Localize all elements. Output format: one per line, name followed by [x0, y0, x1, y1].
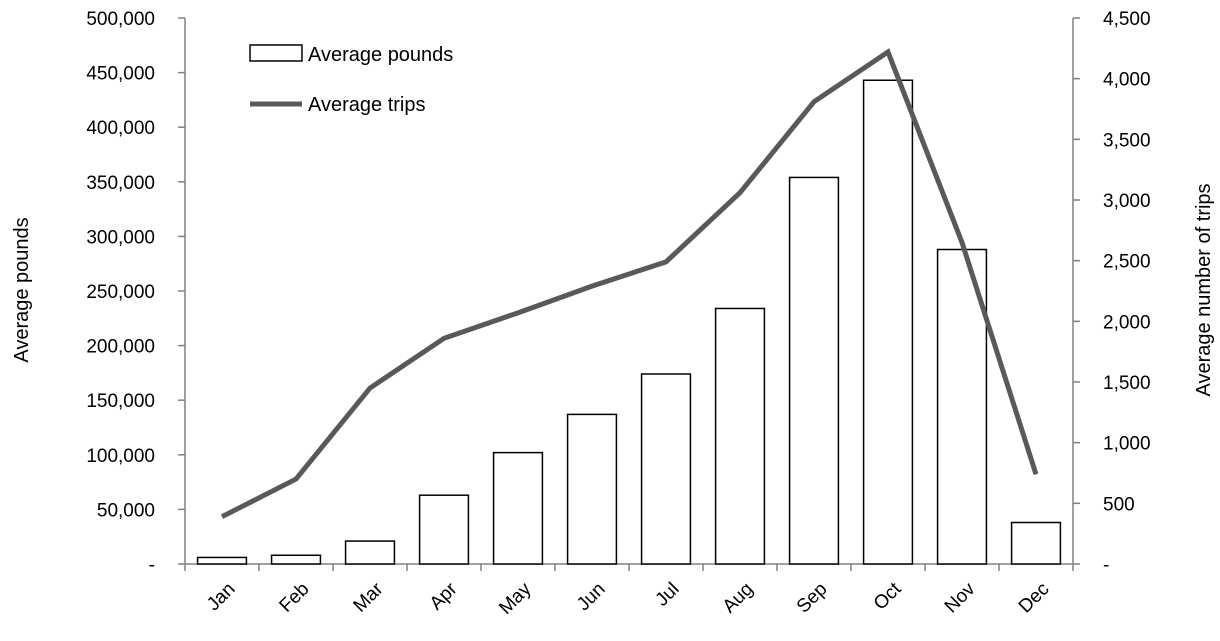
y-tick-label: 300,000	[86, 227, 155, 248]
y2-tick-label: 4,500	[1103, 9, 1151, 30]
legend-label-pounds: Average pounds	[308, 44, 453, 66]
y2-axis-title: Average number of trips	[1193, 183, 1215, 396]
y2-tick-label: 1,000	[1103, 434, 1151, 455]
y2-tick-label: 3,000	[1103, 191, 1151, 212]
y-tick-label: 250,000	[86, 282, 155, 303]
bar-jul	[640, 373, 692, 565]
axes: - 50,000 100,000 150,000 200,000 250,000 300,0…	[86, 9, 1150, 619]
legend: Average pounds Average trips	[249, 44, 453, 116]
x-tick-label: Mar	[350, 578, 388, 616]
bar-dec	[1010, 521, 1062, 565]
x-tick-label: Apr	[426, 578, 462, 614]
y-axis-title: Average pounds	[11, 217, 33, 362]
x-tick-label: Dec	[1015, 579, 1054, 618]
x-tick-label: Sep	[793, 579, 832, 618]
x-tick-label: Feb	[276, 579, 314, 617]
y-tick-label: 400,000	[86, 118, 155, 139]
y2-tick-label: 500	[1103, 494, 1135, 515]
y-tick-label: 50,000	[97, 500, 155, 521]
bar-jun	[566, 413, 618, 565]
x-tick-label: Jun	[573, 579, 610, 616]
x-tick-label: Jan	[203, 579, 240, 616]
y2-tick-label: 4,000	[1103, 70, 1151, 91]
y-tick-label: 200,000	[86, 337, 155, 358]
y-tick-label: 500,000	[86, 9, 155, 30]
y-tick-label: 350,000	[86, 173, 155, 194]
bar-series	[196, 79, 1062, 565]
bar-mar	[344, 540, 396, 565]
x-tick-label: Nov	[941, 578, 980, 617]
y-tick-label: 150,000	[86, 391, 155, 412]
bar-oct	[862, 79, 914, 565]
y-tick-label: 450,000	[86, 64, 155, 85]
y2-tick-label: -	[1103, 555, 1109, 576]
legend-label-trips: Average trips	[308, 94, 425, 116]
bar-jan	[196, 556, 248, 565]
bar-may	[492, 451, 544, 565]
y-tick-label: 100,000	[86, 446, 155, 467]
legend-bar-swatch	[249, 44, 303, 62]
bar-sep	[788, 176, 840, 565]
y2-tick-label: 2,000	[1103, 312, 1151, 333]
x-tick-label: Oct	[870, 578, 906, 614]
bar-apr	[418, 494, 470, 565]
y2-tick-label: 3,500	[1103, 130, 1151, 151]
x-tick-label: May	[495, 578, 536, 619]
line-series	[220, 48, 1039, 519]
y2-tick-label: 1,500	[1103, 373, 1151, 394]
bar-feb	[270, 554, 322, 565]
y2-tick-label: 2,500	[1103, 252, 1151, 273]
bar-aug	[714, 307, 766, 565]
x-tick-label: Aug	[719, 579, 758, 618]
trips-line	[220, 48, 1039, 519]
y-tick-label: -	[149, 555, 155, 576]
x-tick-label: Jul	[652, 579, 684, 611]
